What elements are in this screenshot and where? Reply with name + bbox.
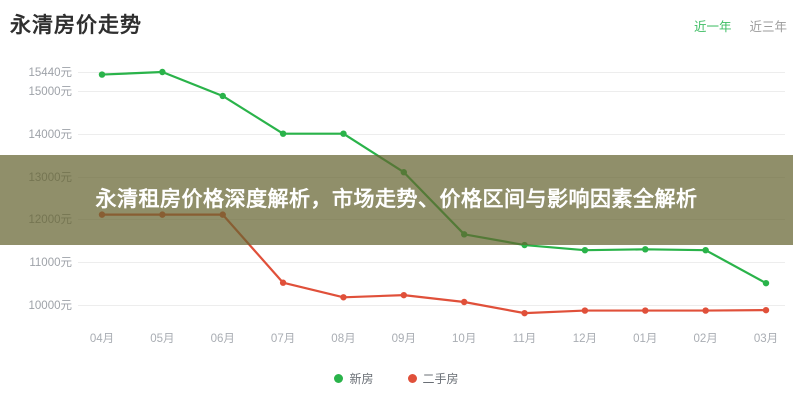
data-point[interactable] (279, 130, 287, 137)
x-axis-tick-label: 05月 (150, 333, 175, 345)
x-axis-tick-label: 07月 (270, 333, 296, 345)
data-point[interactable] (460, 298, 468, 306)
x-axis-tick-label: 08月 (331, 333, 356, 345)
data-point[interactable] (219, 92, 226, 100)
data-point[interactable] (581, 246, 589, 254)
y-axis-tick-label: 15440元 (28, 67, 72, 79)
legend-label-new-house: 新房 (349, 372, 374, 386)
y-axis-tick-label: 11000元 (29, 257, 72, 270)
y-axis-tick-label: 15000元 (28, 85, 72, 98)
x-axis-labels: 04月 05月 06月 07月 08月 09月 10月 11月 12月 01月 02月 03月 (0, 330, 793, 354)
data-point[interactable] (642, 246, 649, 253)
legend-item-new-house[interactable]: 新房 (334, 370, 374, 387)
gridline (78, 262, 785, 264)
gridline (78, 305, 785, 306)
data-point[interactable] (400, 291, 408, 299)
data-point[interactable] (98, 71, 106, 78)
data-point[interactable] (642, 307, 649, 314)
gridline (78, 72, 785, 73)
data-point[interactable] (702, 307, 709, 314)
x-axis-tick-label: 10月 (452, 333, 477, 345)
gridline (78, 133, 785, 135)
data-point[interactable] (159, 68, 166, 76)
page-title: 永清房价走势 (10, 14, 142, 37)
x-axis-tick-label: 06月 (210, 333, 235, 345)
data-point[interactable] (762, 279, 770, 287)
x-axis-tick-label: 01月 (633, 333, 658, 345)
data-point[interactable] (581, 307, 589, 314)
data-point[interactable] (521, 309, 528, 317)
article-title-text: 永清租房价格深度解析，市场走势、价格区间与影响因素全解析 (95, 188, 698, 211)
x-axis-tick-label: 04月 (89, 333, 115, 345)
data-point[interactable] (340, 130, 347, 137)
legend-label-second-hand: 二手房 (422, 372, 459, 386)
chart-header: 永清房价走势 近一年 近三年 (0, 0, 793, 46)
y-axis-tick-label: 14000元 (28, 128, 72, 141)
range-tab-one-year[interactable]: 近一年 (693, 20, 732, 34)
data-point[interactable] (340, 294, 347, 301)
x-axis-tick-label: 03月 (753, 333, 779, 345)
gridline (78, 90, 785, 92)
chart-legend: 新房 二手房 (0, 370, 793, 387)
legend-color-dot-second-hand (407, 374, 417, 383)
range-tab-three-year[interactable]: 近三年 (749, 20, 787, 34)
x-axis-tick-label: 09月 (391, 333, 416, 345)
x-axis-tick-label: 02月 (693, 333, 718, 345)
legend-color-dot-new-house (334, 374, 344, 383)
data-point[interactable] (702, 246, 709, 254)
y-axis-tick-label: 10000元 (28, 300, 72, 312)
article-title-overlay: 永清租房价格深度解析，市场走势、价格区间与影响因素全解析 (0, 155, 793, 245)
data-point[interactable] (279, 279, 287, 286)
range-tab-group: 近一年 近三年 (694, 16, 787, 35)
data-point[interactable] (762, 306, 770, 314)
x-axis-tick-label: 11月 (512, 333, 537, 345)
x-axis-tick-label: 12月 (572, 333, 598, 345)
legend-item-second-hand[interactable]: 二手房 (407, 370, 459, 387)
